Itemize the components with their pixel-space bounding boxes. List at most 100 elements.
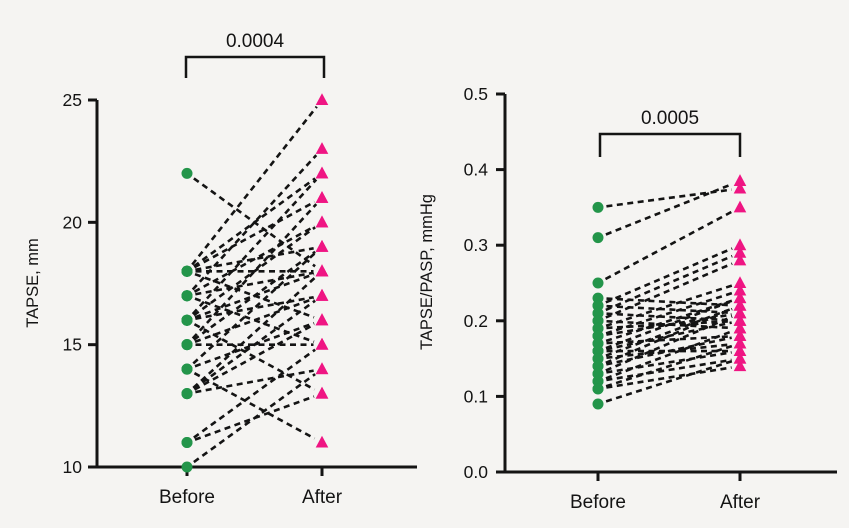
after-data-point	[733, 174, 747, 186]
pair-connector-line	[605, 247, 733, 304]
pair-connector-line	[606, 188, 732, 208]
pair-connector-line	[605, 262, 733, 319]
pair-connector-line	[191, 154, 318, 291]
after-data-point	[315, 313, 329, 326]
before-data-point	[592, 383, 604, 395]
after-data-point	[733, 321, 747, 334]
before-data-point	[181, 314, 193, 326]
pair-connector-line	[605, 254, 733, 312]
y-tick-label: 20	[63, 212, 83, 232]
y-axis-title: TAPSE, mm	[24, 238, 42, 328]
after-data-point	[733, 276, 747, 288]
pair-connector-line	[194, 297, 315, 343]
before-data-point	[592, 330, 604, 342]
before-data-point	[181, 339, 193, 351]
before-data-point	[181, 388, 193, 400]
pair-connector-line	[193, 299, 316, 390]
after-data-point	[315, 337, 329, 350]
after-data-point	[315, 386, 329, 399]
after-data-point	[315, 240, 329, 252]
before-data-point	[592, 277, 604, 289]
pair-connector-line	[605, 299, 733, 343]
pair-connector-line	[605, 284, 733, 328]
tapse-pasp-chart: 0.5 0.4 0.3 0.2 0.1 0.0 Before After TAPSE/PASP,…	[418, 84, 837, 513]
pair-connector-line	[605, 299, 733, 350]
category-label-after: After	[302, 487, 343, 508]
after-data-point	[733, 200, 747, 213]
pair-connector-line	[605, 344, 733, 388]
tapse-chart: 25 20 15 10 Before After TAPSE, mm 0.0004	[24, 31, 417, 508]
y-axis-title: TAPSE/PASP, mmHg	[418, 194, 436, 350]
after-data-point	[733, 351, 747, 364]
pair-connector-line	[606, 366, 732, 389]
before-data-point	[592, 368, 604, 380]
category-label-before: Before	[570, 492, 626, 513]
after-data-point	[733, 336, 747, 349]
before-data-point	[592, 337, 604, 349]
after-data-point	[733, 306, 747, 319]
pair-connector-line	[604, 210, 734, 281]
pair-connector-line	[192, 276, 317, 389]
before-data-point	[592, 322, 604, 334]
before-data-point	[592, 201, 604, 213]
pair-connector-line	[605, 330, 733, 380]
pair-connector-line	[195, 247, 314, 272]
after-data-point	[315, 435, 329, 448]
after-data-point	[315, 166, 329, 179]
before-data-point	[181, 437, 193, 449]
after-data-point	[733, 238, 747, 251]
after-data-point	[733, 344, 747, 357]
pair-connector-line	[193, 177, 316, 268]
before-data-point	[592, 232, 604, 244]
y-tick-label: 0.2	[464, 311, 488, 331]
pair-connector-line	[193, 373, 316, 464]
after-data-point	[315, 142, 329, 154]
before-data-point	[592, 292, 604, 304]
pair-connector-line	[193, 200, 316, 269]
after-data-point	[733, 291, 747, 304]
pair-connector-line	[191, 203, 318, 340]
pair-connector-line	[195, 295, 314, 320]
after-data-point	[315, 362, 329, 375]
before-data-point	[592, 353, 604, 365]
pair-connector-line	[193, 372, 316, 440]
category-label-after: After	[720, 492, 761, 513]
pair-connector-line	[193, 225, 316, 293]
before-data-point	[181, 265, 193, 277]
y-tick-label: 0.4	[464, 160, 489, 180]
pair-connector-line	[193, 250, 316, 341]
after-data-point	[733, 329, 747, 341]
after-data-point	[315, 288, 329, 301]
after-data-point	[733, 298, 747, 311]
before-data-point	[592, 307, 604, 319]
before-data-point	[592, 315, 604, 327]
after-data-point	[315, 93, 329, 105]
after-data-point	[733, 283, 747, 296]
p-value-label: 0.0004	[226, 31, 285, 52]
after-data-point	[733, 253, 747, 266]
pair-connector-line	[605, 307, 733, 365]
y-tick-label: 0.5	[464, 84, 488, 104]
y-tick-label: 0.1	[464, 386, 488, 406]
before-data-point	[592, 360, 604, 372]
pair-connector-line	[606, 358, 732, 382]
y-tick-label: 0.3	[464, 235, 488, 255]
y-tick-label: 10	[63, 457, 83, 477]
pair-connector-line	[605, 182, 733, 236]
pair-connector-line	[193, 323, 316, 391]
after-data-point	[315, 191, 329, 203]
after-data-point	[733, 359, 747, 372]
pair-connector-line	[605, 291, 733, 335]
before-data-point	[592, 375, 604, 387]
before-data-point	[592, 398, 604, 410]
after-data-point	[733, 245, 747, 258]
pair-connector-line	[605, 359, 733, 403]
y-tick-label: 15	[63, 335, 82, 355]
y-tick-label: 25	[63, 90, 82, 110]
after-data-point	[733, 314, 747, 326]
pair-connector-line	[605, 315, 733, 372]
p-value-label: 0.0005	[641, 108, 699, 129]
pair-connector-line	[195, 369, 314, 394]
category-label-before: Before	[159, 487, 215, 508]
